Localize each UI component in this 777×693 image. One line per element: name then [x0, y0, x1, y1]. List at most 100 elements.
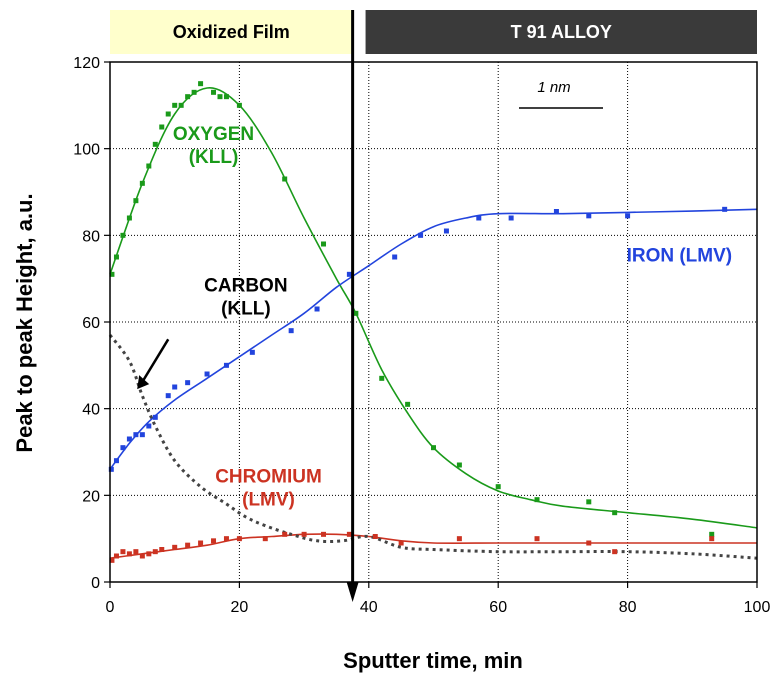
- data-point-chromium-lmv-22: [456, 536, 462, 542]
- data-point-oxygen-kll-21: [353, 310, 359, 316]
- data-point-chromium-lmv-26: [709, 536, 715, 542]
- y-tick-label-100: 100: [73, 142, 100, 159]
- data-point-iron-lmv-13: [249, 349, 255, 355]
- data-point-iron-lmv-2: [120, 445, 126, 451]
- series-label-iron-lmv-line-0: IRON (LMV): [627, 245, 733, 266]
- y-tick-label-20: 20: [82, 488, 100, 505]
- data-point-oxygen-kll-18: [236, 102, 242, 108]
- data-point-iron-lmv-11: [204, 371, 210, 377]
- data-point-chromium-lmv-10: [185, 542, 191, 548]
- data-point-iron-lmv-18: [418, 232, 424, 238]
- region-bar-t-91-alloy: [365, 10, 757, 54]
- data-point-iron-lmv-12: [223, 362, 229, 368]
- y-axis-title: Peak to peak Height, a.u.: [12, 193, 37, 452]
- series-line-carbon-kll: [108, 334, 758, 560]
- series-points: [108, 81, 728, 563]
- scale-bar-label: 1 nm: [537, 79, 570, 96]
- data-point-oxygen-kll-26: [495, 484, 501, 490]
- data-point-iron-lmv-5: [139, 432, 145, 438]
- data-point-chromium-lmv-0: [109, 557, 115, 563]
- x-tick-label-100: 100: [744, 599, 771, 616]
- data-point-oxygen-kll-7: [152, 141, 158, 147]
- data-point-iron-lmv-15: [314, 306, 320, 312]
- series-line-iron-lmv: [109, 208, 758, 470]
- data-point-iron-lmv-4: [133, 432, 139, 438]
- data-point-oxygen-kll-29: [612, 510, 618, 516]
- region-bar-oxidized-film: [110, 10, 353, 54]
- interface-arrowhead: [346, 582, 359, 602]
- data-point-iron-lmv-14: [288, 328, 294, 334]
- data-point-chromium-lmv-14: [236, 536, 242, 542]
- data-point-oxygen-kll-1: [113, 254, 119, 260]
- region-label-oxidized-film: Oxidized Film: [173, 22, 290, 42]
- annotations: OXYGEN(KLL)IRON (LMV)CHROMIUM(LMV)CARBON…: [137, 10, 732, 602]
- data-point-iron-lmv-17: [392, 254, 398, 260]
- series-label-carbon-kll-line-0: CARBON: [204, 276, 287, 297]
- data-point-iron-lmv-19: [443, 228, 449, 234]
- data-point-iron-lmv-20: [476, 215, 482, 221]
- data-point-iron-lmv-9: [172, 384, 178, 390]
- y-tick-label-40: 40: [82, 402, 100, 419]
- data-point-chromium-lmv-9: [172, 544, 178, 550]
- data-point-chromium-lmv-4: [133, 549, 139, 555]
- x-tick-label-60: 60: [489, 599, 507, 616]
- data-point-chromium-lmv-15: [262, 536, 268, 542]
- data-point-oxygen-kll-30: [709, 531, 715, 537]
- data-point-iron-lmv-16: [346, 271, 352, 277]
- series-label-chromium-lmv-line-1: (LMV): [242, 489, 295, 510]
- data-point-chromium-lmv-23: [534, 536, 540, 542]
- data-point-oxygen-kll-14: [198, 81, 204, 87]
- data-point-chromium-lmv-2: [120, 549, 126, 555]
- series-label-oxygen-kll-line-1: (KLL): [189, 147, 239, 168]
- data-point-chromium-lmv-8: [159, 547, 165, 552]
- data-point-chromium-lmv-25: [612, 549, 618, 555]
- x-tick-label-80: 80: [619, 599, 637, 616]
- data-point-oxygen-kll-3: [126, 215, 132, 221]
- data-point-iron-lmv-6: [146, 423, 152, 429]
- data-point-chromium-lmv-20: [372, 534, 378, 539]
- data-point-oxygen-kll-20: [321, 241, 327, 247]
- data-point-iron-lmv-25: [722, 206, 728, 212]
- data-point-oxygen-kll-8: [159, 124, 165, 130]
- data-point-oxygen-kll-25: [456, 462, 462, 468]
- x-tick-label-0: 0: [106, 599, 115, 616]
- data-point-oxygen-kll-24: [431, 445, 436, 451]
- series-label-chromium-lmv-line-0: CHROMIUM: [215, 466, 322, 487]
- data-point-chromium-lmv-12: [211, 538, 217, 544]
- data-point-oxygen-kll-10: [172, 102, 178, 108]
- data-point-chromium-lmv-24: [586, 540, 592, 546]
- data-point-iron-lmv-23: [586, 213, 592, 219]
- data-point-oxygen-kll-0: [109, 271, 115, 277]
- x-axis-title: Sputter time, min: [343, 648, 523, 673]
- data-point-oxygen-kll-6: [146, 163, 152, 169]
- data-point-oxygen-kll-27: [534, 497, 540, 503]
- data-point-chromium-lmv-3: [126, 551, 132, 557]
- data-point-oxygen-kll-12: [185, 94, 191, 100]
- series-line-chromium-lmv: [109, 533, 757, 559]
- series-label-oxygen-kll-line-0: OXYGEN: [173, 124, 254, 145]
- series-label-carbon-kll-line-1: (KLL): [221, 299, 271, 320]
- data-point-iron-lmv-22: [553, 209, 559, 214]
- data-point-chromium-lmv-19: [346, 531, 352, 537]
- data-point-chromium-lmv-1: [113, 553, 119, 559]
- data-point-iron-lmv-8: [165, 393, 171, 399]
- data-point-iron-lmv-21: [508, 215, 514, 221]
- y-tick-label-120: 120: [73, 55, 100, 72]
- data-point-chromium-lmv-21: [398, 540, 404, 546]
- data-point-iron-lmv-0: [108, 466, 114, 472]
- data-point-iron-lmv-10: [185, 380, 191, 386]
- data-point-oxygen-kll-22: [379, 375, 385, 381]
- data-point-chromium-lmv-18: [321, 531, 327, 537]
- data-point-oxygen-kll-4: [133, 198, 139, 204]
- data-point-iron-lmv-1: [113, 458, 119, 464]
- data-point-oxygen-kll-23: [405, 401, 411, 407]
- data-point-chromium-lmv-7: [152, 549, 158, 555]
- data-point-oxygen-kll-19: [282, 176, 288, 182]
- data-point-iron-lmv-7: [152, 414, 158, 420]
- data-point-iron-lmv-3: [126, 436, 132, 442]
- y-tick-label-60: 60: [82, 315, 100, 332]
- data-point-oxygen-kll-15: [211, 89, 217, 95]
- data-point-oxygen-kll-11: [178, 102, 184, 108]
- series-curves: [108, 87, 758, 560]
